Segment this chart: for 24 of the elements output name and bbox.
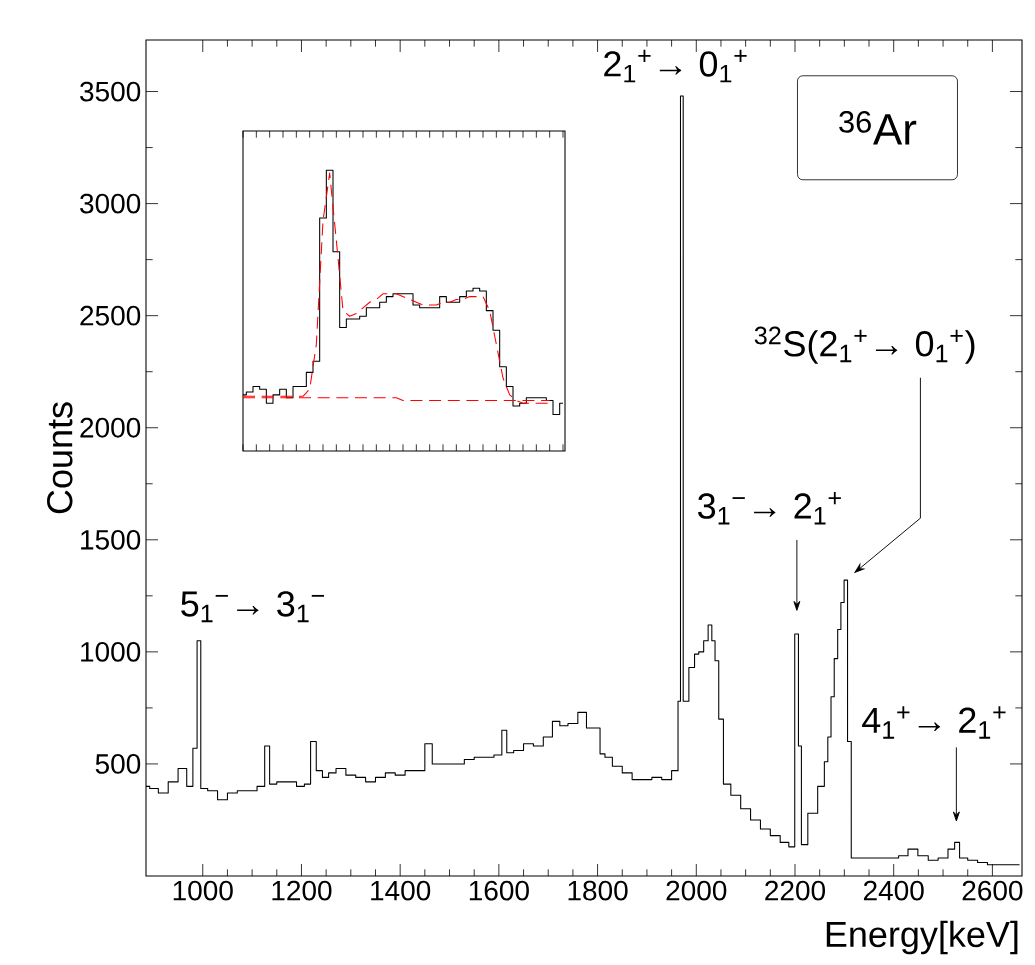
annotation: 5$_{1}$$^{−}$→ 3$_{1}$− [181, 591, 324, 623]
annotation: 4$_{1}$$^{+}$→ 2$_{1}$+ [862, 706, 1006, 739]
y-tick-label: 1500 [81, 529, 141, 550]
x-tick-label: 1200 [272, 880, 332, 901]
annotation: $^{36}$Ar [839, 110, 917, 145]
y-tick-label: 3000 [80, 193, 141, 214]
annotation: 3$_{1}$$^{−}$→ 2$_{1}$+ [698, 491, 841, 525]
y-tick-label: 500 [95, 754, 141, 774]
y-axis-title: Counts [47, 402, 73, 514]
annotation: $^{32}$S(2$_{1}$$^{+}$→ 0$_{1}$$^{+}$) [754, 326, 975, 364]
x-tick-label: 2200 [765, 880, 826, 901]
x-tick-label: 2000 [666, 880, 727, 901]
x-tick-label: 1600 [469, 880, 529, 901]
x-axis-title: Energy[keV] [826, 920, 1018, 955]
x-tick-label: 1800 [568, 880, 628, 901]
x-tick-label: 2400 [863, 880, 924, 901]
x-tick-label: 2600 [962, 880, 1023, 901]
y-tick-label: 3500 [80, 81, 141, 102]
y-tick-label: 1000 [81, 641, 141, 662]
x-tick-label: 1000 [173, 880, 233, 901]
x-tick-label: 1400 [371, 880, 431, 901]
annotation: 2$_{1}$$^{+}$→ 0$_{1}$+ [604, 49, 747, 83]
y-tick-label: 2000 [80, 417, 141, 438]
y-tick-label: 2500 [80, 305, 141, 326]
